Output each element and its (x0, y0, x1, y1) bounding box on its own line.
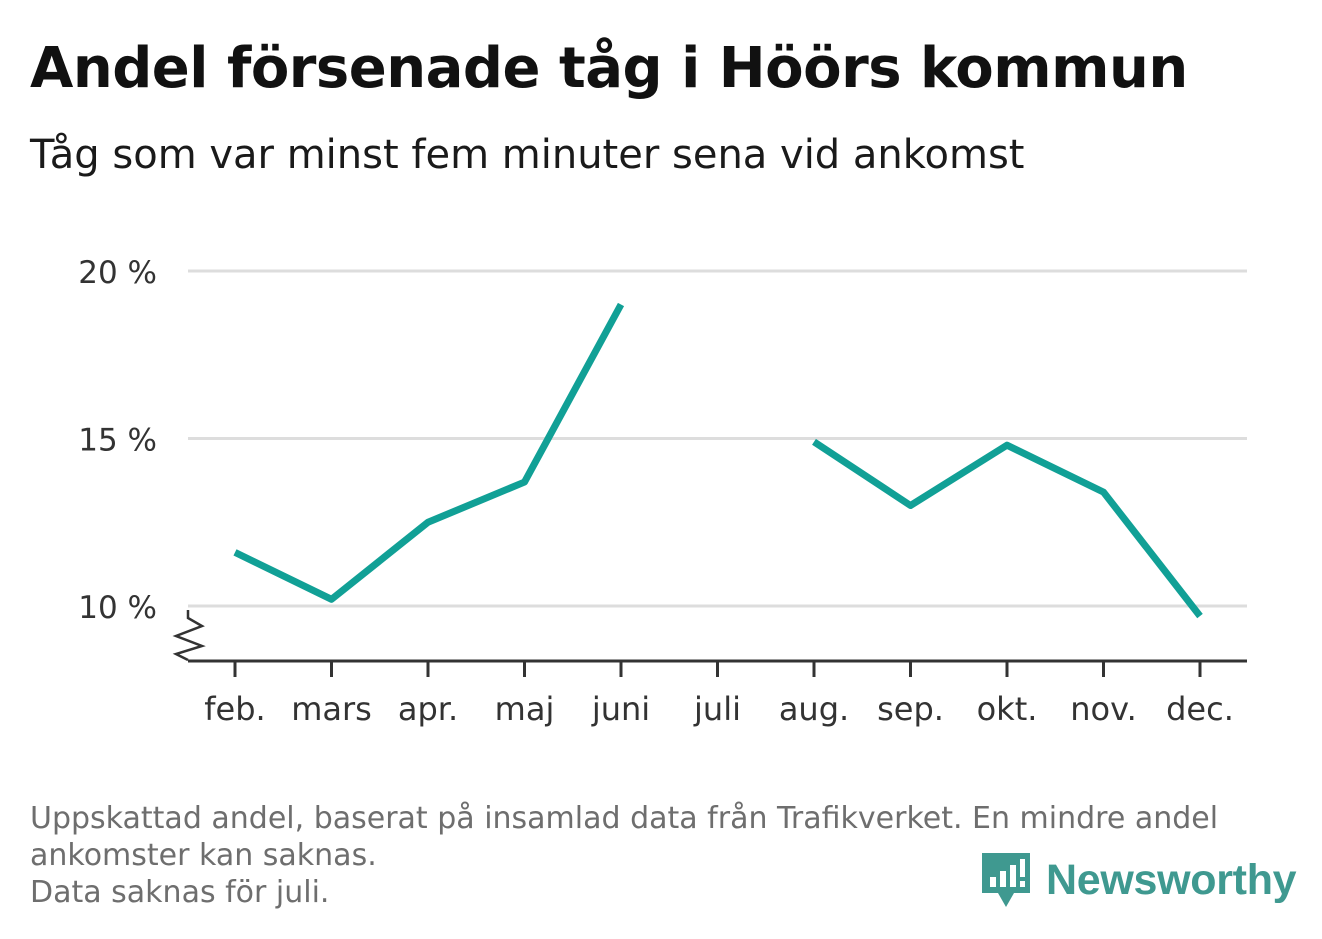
footnote-line: Data saknas för juli. (30, 875, 330, 910)
x-tick-label: juli (693, 690, 741, 728)
y-tick-label: 20 % (78, 255, 157, 291)
axis-break-icon (172, 610, 206, 662)
y-tick-label: 10 % (78, 590, 157, 626)
x-tick-label: okt. (977, 690, 1038, 728)
x-tick-label: sep. (877, 690, 944, 728)
newsworthy-logo: Newsworthy (978, 848, 1297, 912)
footnote: Uppskattad andel, baserat på insamlad da… (30, 800, 1280, 911)
gridlines (188, 269, 1247, 608)
series-line-segment (812, 438, 1203, 619)
x-axis-labels: feb. mars apr. maj juni juli aug. sep. okt. nov. d… (204, 661, 1234, 728)
y-tick-label: 15 % (78, 423, 157, 459)
chart-title: Andel försenade tåg i Höörs kommun (30, 36, 1188, 101)
x-tick-label: aug. (779, 690, 849, 728)
x-tick-label: maj (495, 690, 555, 728)
newsworthy-logo-icon (982, 853, 1030, 907)
line-chart: 10 % 15 % 20 % feb. mars apr. maj juni juli aug.… (78, 255, 1247, 728)
x-tick-label: apr. (398, 690, 458, 728)
x-tick-label: feb. (204, 690, 265, 728)
footnote-line: ankomster kan saknas. (30, 838, 377, 873)
brand-name: Newsworthy (1046, 855, 1297, 904)
x-tick-label: nov. (1070, 690, 1136, 728)
x-tick-label: dec. (1166, 690, 1234, 728)
series-line-segment (233, 302, 625, 603)
x-tick-label: mars (291, 690, 372, 728)
x-axis (172, 610, 1247, 663)
x-tick-label: juni (591, 690, 650, 728)
chart-subtitle: Tåg som var minst fem minuter sena vid a… (30, 132, 1025, 178)
footnote-line: Uppskattad andel, baserat på insamlad da… (30, 801, 1219, 836)
y-axis-labels: 10 % 15 % 20 % (78, 255, 157, 626)
series-lines (233, 302, 1203, 619)
